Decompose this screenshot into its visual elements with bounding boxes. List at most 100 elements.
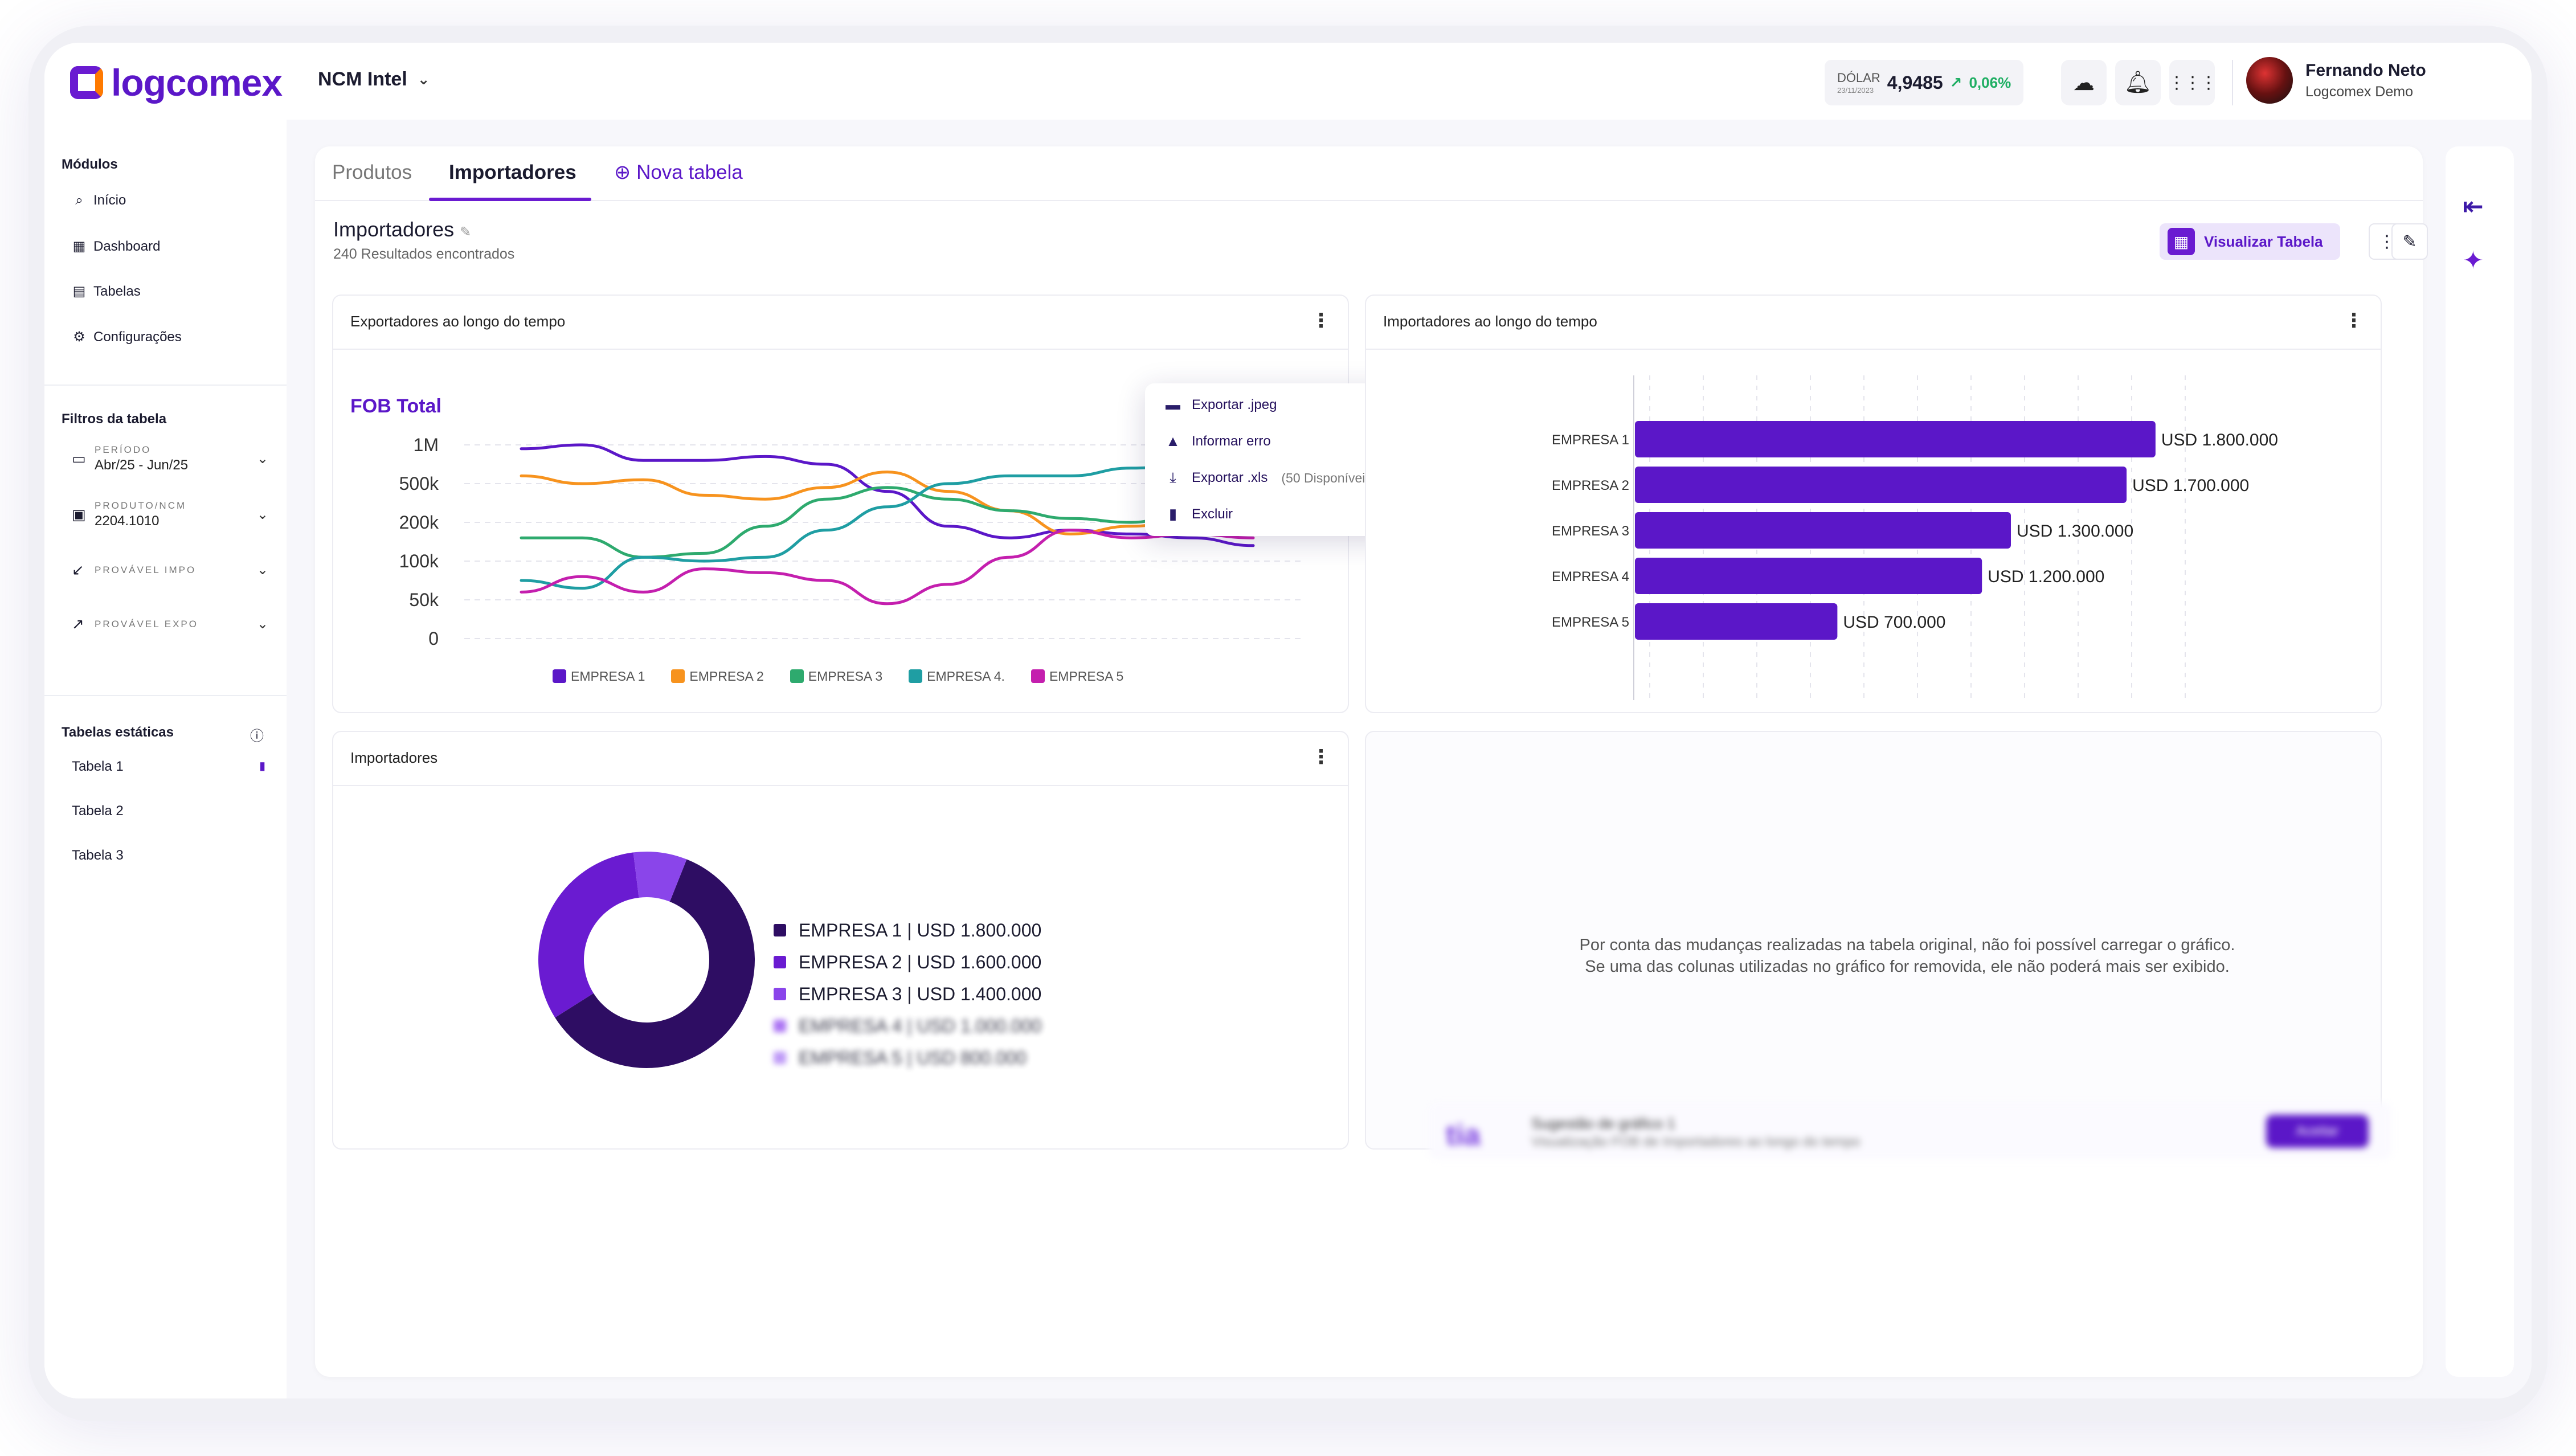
series-line <box>520 529 1255 606</box>
user-name: Fernando Neto <box>2305 60 2426 80</box>
bar[interactable] <box>1635 603 1838 640</box>
legend-label: EMPRESA 4 | USD 1.000.000 <box>799 1015 1042 1036</box>
trash-icon[interactable]: ▮ <box>259 760 265 772</box>
legend-item[interactable]: EMPRESA 1 <box>553 669 645 684</box>
card-header: Importadores ao longo do tempo ⋮ <box>1366 296 2381 350</box>
card-title: Exportadores ao longo do tempo <box>350 313 566 330</box>
dolar-label: DÓLAR <box>1837 70 1880 85</box>
bar[interactable] <box>1635 467 2127 503</box>
trend-up-icon: ↗ <box>1949 73 1962 91</box>
static-table-item[interactable]: Tabela 1 ▮ <box>72 759 265 775</box>
legend-label: EMPRESA 2 | USD 1.600.000 <box>799 951 1042 972</box>
legend-label: EMPRESA 5 <box>1049 669 1124 684</box>
series-line <box>520 463 1255 590</box>
static-tables-header: Tabelas estáticas ⓘ <box>62 725 264 745</box>
bar[interactable] <box>1635 512 2011 549</box>
chevron-down-icon: ⌄ <box>256 451 268 467</box>
notifications-button[interactable]: 🔔︎ <box>2115 60 2161 105</box>
apps-button[interactable]: ⋮⋮⋮ <box>2168 60 2217 105</box>
legend-item[interactable]: EMPRESA 4 | USD 1.000.000 <box>774 1010 1041 1042</box>
user-menu[interactable]: Fernando Neto Logcomex Demo <box>2246 57 2426 104</box>
suggestion-text: Visualização FOB de Importadores ao long… <box>1531 1134 1861 1150</box>
filter-label: PROVÁVEL EXPO <box>95 618 198 629</box>
bar[interactable] <box>1635 421 2156 457</box>
tab-bar: Produtos Importadores ⊕ Nova tabela <box>315 146 2423 201</box>
chevron-down-icon: ⌄ <box>417 71 430 88</box>
donut-slice[interactable] <box>633 852 687 902</box>
legend-swatch <box>774 1020 786 1032</box>
static-table-item[interactable]: Tabela 3 <box>72 848 265 864</box>
filter-value: 2204.1010 <box>95 513 160 529</box>
menu-item-delete[interactable]: ▮ Excluir <box>1164 505 1233 523</box>
pencil-icon[interactable]: ✎ <box>460 224 472 240</box>
legend-swatch <box>774 924 786 936</box>
filter-provavel-impo[interactable]: ↙ PROVÁVEL IMPO ⌄ <box>72 561 268 579</box>
sidebar-item-tabelas[interactable]: ▤ Tabelas <box>72 283 141 300</box>
tab-nova-tabela[interactable]: ⊕ Nova tabela <box>614 161 743 184</box>
more-vertical-icon[interactable]: ⋮ <box>1311 746 1331 768</box>
donut-slice[interactable] <box>538 852 639 1018</box>
sidebar-item-label: Início <box>93 193 126 208</box>
edit-button[interactable]: ✎ <box>2391 223 2428 260</box>
module-selector[interactable]: NCM Intel ⌄ <box>318 68 430 91</box>
gear-icon: ⚙ <box>73 329 85 345</box>
static-table-item[interactable]: Tabela 2 <box>72 803 265 819</box>
dolar-date: 23/11/2023 <box>1837 85 1874 95</box>
collapse-panel-icon[interactable]: ⇤ <box>2463 193 2484 220</box>
more-vertical-icon[interactable]: ⋮ <box>1311 310 1331 332</box>
legend-swatch <box>774 956 786 968</box>
image-icon: ▬ <box>1166 396 1180 413</box>
donut-slice[interactable] <box>555 859 755 1068</box>
legend-item[interactable]: EMPRESA 2 <box>671 669 764 684</box>
bar-value-label: USD 1.700.000 <box>2132 476 2249 495</box>
view-table-button[interactable]: ▦ Visualizar Tabela <box>2160 223 2340 260</box>
legend-swatch <box>909 669 923 683</box>
y-tick-label: 500k <box>399 473 439 494</box>
avatar <box>2246 57 2293 104</box>
legend-item[interactable]: EMPRESA 3 <box>790 669 882 684</box>
static-table-label: Tabela 3 <box>72 848 124 863</box>
sidebar-item-dashboard[interactable]: ▦ Dashboard <box>72 238 161 255</box>
static-table-label: Tabela 2 <box>72 803 124 819</box>
sidebar-item-label: Dashboard <box>93 238 161 254</box>
tab-produtos[interactable]: Produtos <box>332 161 412 183</box>
cloud-button[interactable]: ☁ <box>2061 60 2107 105</box>
donut-chart-card: Importadores ⋮ <box>332 731 1349 1150</box>
menu-item-export-jpeg[interactable]: ▬ Exportar .jpeg <box>1164 396 1277 414</box>
legend-item[interactable]: EMPRESA 1 | USD 1.800.000 <box>774 914 1041 946</box>
filter-periodo[interactable]: ▭ PERÍODO Abr/25 - Jun/25 ⌄ <box>72 444 268 473</box>
bar[interactable] <box>1635 558 1982 594</box>
logo-text: logcomex <box>111 62 283 104</box>
legend-swatch <box>1031 669 1045 683</box>
filter-produto-ncm[interactable]: ▣ PRODUTO/NCM 2204.1010 ⌄ <box>72 500 268 529</box>
legend-item[interactable]: EMPRESA 5 <box>1031 669 1123 684</box>
menu-item-report-error[interactable]: ▲ Informar erro <box>1164 432 1271 450</box>
chevron-down-icon: ⌄ <box>256 507 268 522</box>
chart-ylabel: FOB Total <box>350 395 441 417</box>
tab-importadores[interactable]: Importadores <box>449 161 576 183</box>
sidebar-item-inicio[interactable]: ⌕ Início <box>72 193 126 208</box>
y-tick-label: 200k <box>399 512 439 533</box>
legend-item[interactable]: EMPRESA 5 | USD 800.000 <box>774 1042 1041 1074</box>
legend-item[interactable]: EMPRESA 2 | USD 1.600.000 <box>774 946 1041 978</box>
legend-item[interactable]: EMPRESA 3 | USD 1.400.000 <box>774 978 1041 1010</box>
bar-value-label: USD 1.800.000 <box>2161 431 2278 449</box>
sparkle-icon[interactable]: ✦ <box>2463 247 2484 275</box>
logo[interactable]: logcomex <box>70 61 283 104</box>
chart-suggestion[interactable]: tia Sugestão de gráfico 1 Visualização F… <box>1429 1102 2391 1159</box>
more-vertical-icon[interactable]: ⋮ <box>2344 310 2364 332</box>
chevron-down-icon: ⌄ <box>256 616 268 632</box>
sidebar-item-configuracoes[interactable]: ⚙ Configurações <box>72 329 182 345</box>
y-tick-label: 50k <box>409 590 439 610</box>
menu-item-export-xls[interactable]: ⤓ Exportar .xls (50 Disponíveis) <box>1164 469 1376 487</box>
divider <box>44 695 287 696</box>
static-tables-title: Tabelas estáticas <box>62 725 174 740</box>
legend-label: EMPRESA 3 <box>808 669 883 684</box>
filter-provavel-expo[interactable]: ↗ PROVÁVEL EXPO ⌄ <box>72 615 268 633</box>
legend-item[interactable]: EMPRESA 4. <box>909 669 1005 684</box>
error-line-2: Se uma das colunas utilizadas no gráfico… <box>1585 958 2230 976</box>
info-icon[interactable]: ⓘ <box>250 729 264 744</box>
series-line <box>520 443 1255 547</box>
page-title: Importadores ✎ <box>333 218 471 242</box>
accept-suggestion-button[interactable]: Aceitar <box>2266 1115 2369 1148</box>
